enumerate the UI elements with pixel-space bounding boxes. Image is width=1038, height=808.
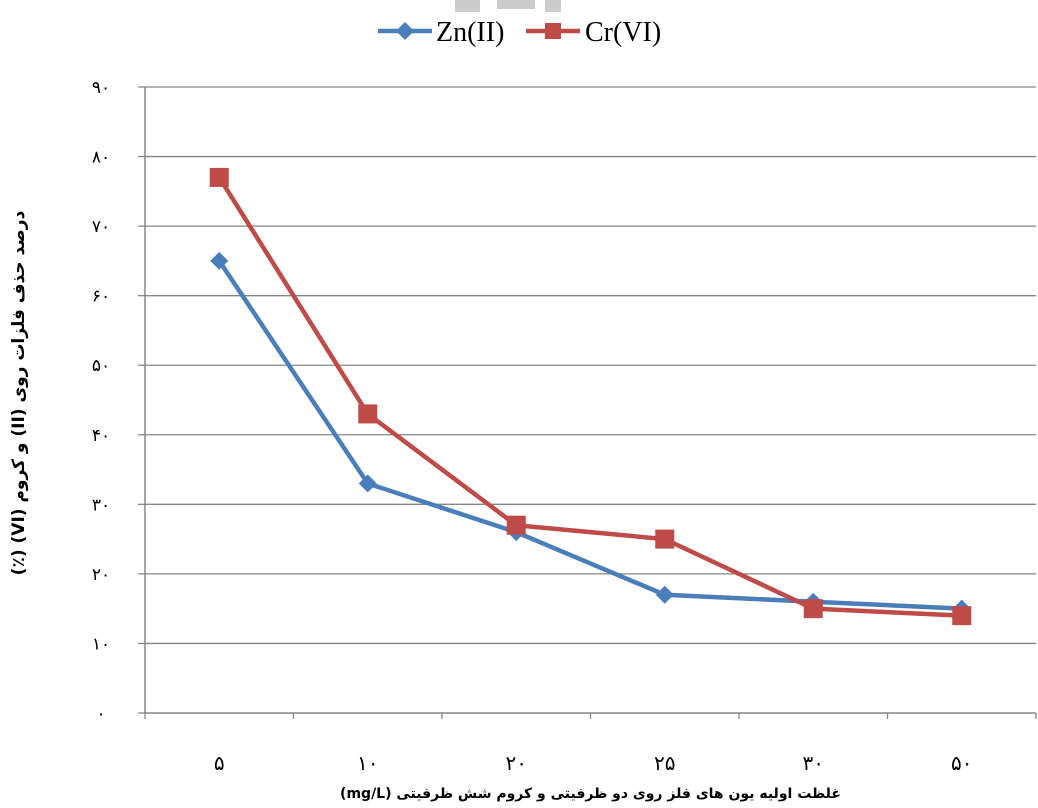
- x-axis-title: غلظت اولیه یون های فلز روی دو ظرفیتی و ک…: [340, 786, 841, 802]
- y-axis-title: درصد حذف فلزات روی (II) و کروم (VI) (٪): [8, 210, 29, 576]
- x-axis-ticks: ۵ ۱۰ ۲۰ ۲۵ ۳۰ ۵۰: [144, 713, 1037, 775]
- y-tick-label: ۱۰: [92, 634, 110, 654]
- zn-ii-marker-3: [655, 585, 674, 604]
- x-tick-label: ۱۰: [357, 751, 378, 775]
- y-tick-label: ۸۰: [92, 148, 110, 168]
- cr-vi-series-line: [217, 175, 964, 618]
- x-tick-label: ۲۰: [506, 751, 527, 775]
- y-tick-label: ۶۰: [92, 287, 110, 307]
- watermark-piece: [497, 0, 535, 9]
- cr-vi-marker-0: [209, 167, 229, 187]
- legend: Zn(II) Cr(VI): [378, 17, 661, 48]
- y-tick-label: ۵۰: [92, 356, 110, 376]
- watermark-piece: [455, 0, 480, 12]
- x-tick-label: ۲۵: [654, 751, 675, 775]
- zn-ii-series-line: [217, 258, 964, 611]
- watermark-piece: [545, 0, 561, 12]
- x-tick-label: ۵۰: [951, 751, 972, 775]
- y-tick-label: ۹۰: [92, 78, 110, 98]
- y-tick-label: ۴۰: [92, 426, 110, 446]
- cr-vi-marker-4: [803, 599, 823, 619]
- y-tick-label: ۷۰: [92, 217, 110, 237]
- legend-cr-vi-square-marker: [545, 23, 561, 39]
- zn-ii-marker-1: [358, 474, 377, 493]
- cr-vi-marker-5: [952, 606, 972, 626]
- y-tick-label: ۲۰: [92, 565, 110, 585]
- axes: [144, 87, 1036, 714]
- legend-item-cr-vi: Cr(VI): [526, 17, 661, 48]
- zn-ii-marker-0: [210, 251, 229, 270]
- legend-item-zn-ii: Zn(II): [378, 17, 504, 48]
- x-tick-label: ۳۰: [803, 751, 824, 775]
- legend-label-zn-ii: Zn(II): [436, 17, 504, 48]
- y-tick-label: ۰: [96, 704, 105, 724]
- gridlines: [145, 86, 1036, 645]
- cr-vi-marker-3: [655, 529, 675, 549]
- series-layer: [209, 167, 972, 626]
- cr-vi-marker-1: [358, 404, 378, 424]
- x-tick-label: ۵: [214, 751, 225, 775]
- legend-label-cr-vi: Cr(VI): [585, 17, 661, 48]
- y-axis-ticks: ۰ ۱۰ ۲۰ ۳۰ ۴۰ ۵۰ ۶۰ ۷۰ ۸۰ ۹۰: [92, 78, 145, 724]
- cr-vi-marker-2: [506, 515, 526, 535]
- legend-zn-ii-diamond-marker: [396, 22, 414, 40]
- watermark-fragment: [455, 0, 561, 12]
- y-tick-label: ۳۰: [92, 495, 110, 515]
